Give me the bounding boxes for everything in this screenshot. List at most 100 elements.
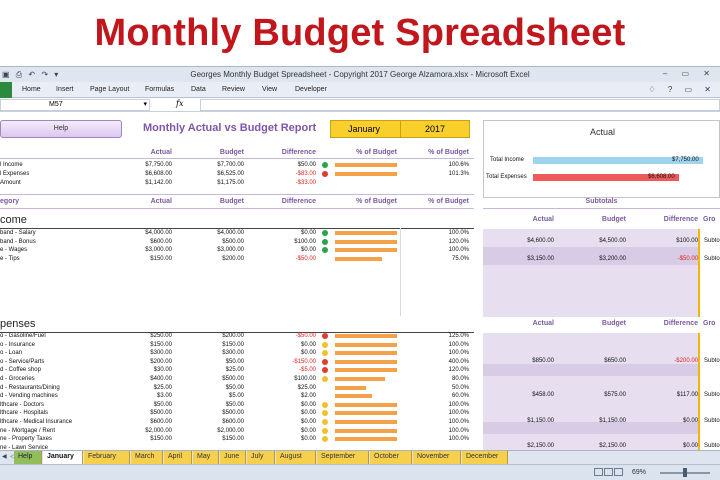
- row-label: e - Wages: [0, 247, 28, 254]
- sheet-tab-july[interactable]: July: [247, 451, 275, 464]
- view-buttons[interactable]: [594, 468, 626, 478]
- tab-home[interactable]: Home: [22, 86, 41, 93]
- month-selector[interactable]: January 2017: [330, 120, 470, 138]
- chart-label-income: Total Income: [490, 157, 525, 163]
- help-button[interactable]: Help: [0, 120, 122, 138]
- pct-bar: [335, 428, 397, 433]
- row-pct: 80.0%: [451, 376, 469, 382]
- tab-review[interactable]: Review: [222, 86, 245, 93]
- pct-bar: [335, 420, 397, 424]
- divider: [0, 228, 474, 229]
- subtotal-difference: $117.00: [676, 392, 698, 398]
- row-difference: -$150.00: [292, 358, 316, 365]
- pct-bar: [335, 256, 382, 261]
- name-box[interactable]: M57 ▾: [0, 99, 150, 111]
- status-dot: [322, 427, 328, 434]
- tab-data[interactable]: Data: [191, 86, 206, 93]
- row-actual: $150.00: [150, 255, 172, 262]
- row-difference: -$5.00: [298, 367, 316, 374]
- pct-bar: [335, 385, 366, 390]
- subtotal-label: Subto: [704, 256, 720, 262]
- divider: [0, 208, 474, 209]
- subtotal-actual: $458.00: [532, 392, 554, 398]
- row-budget: $200.00: [222, 333, 244, 339]
- sheet-tab-february[interactable]: February: [84, 451, 130, 464]
- row-label: lthcare - Doctors: [0, 401, 45, 408]
- sheet-tab-december[interactable]: December: [462, 451, 508, 464]
- file-tab[interactable]: [0, 82, 12, 98]
- summary-pct: 101.3%: [448, 171, 469, 177]
- subtotal-label: Subto: [704, 238, 720, 244]
- sheet-tab-may[interactable]: May: [193, 451, 219, 464]
- row-budget: $25.00: [225, 367, 244, 374]
- summary-header-pct2: % of Budget: [428, 149, 469, 156]
- summary-label: Amount: [0, 180, 21, 186]
- row-label: ne - Lawn Service: [0, 444, 49, 450]
- window-controls[interactable]: – ▭ ✕: [662, 69, 716, 78]
- row-pct: 100.0%: [448, 419, 469, 425]
- status-dot: [322, 230, 328, 236]
- zoom-slider-handle[interactable]: [683, 468, 687, 477]
- sheet-tabs: ◀ ◁ ▷ ▶ HelpJanuaryFebruaryMarchAprilMay…: [0, 450, 720, 464]
- row-actual: $150.00: [150, 341, 172, 348]
- subtotal-band: [483, 422, 700, 434]
- expenses-header-actual: Actual: [532, 320, 554, 327]
- pct-bar: [335, 411, 397, 416]
- ribbon-controls-icon[interactable]: ♢ ? ▭ ✕: [648, 85, 716, 94]
- tab-page-layout[interactable]: Page Layout: [90, 86, 130, 93]
- summary-actual: $6,608.00: [145, 171, 172, 177]
- summary-header-budget: Budget: [219, 149, 244, 156]
- worksheet-grid[interactable]: Help Monthly Actual vs Budget Report Jan…: [0, 112, 720, 450]
- sheet-tab-august[interactable]: August: [276, 451, 316, 464]
- function-icon[interactable]: fx: [176, 99, 184, 108]
- formula-input[interactable]: [200, 99, 720, 111]
- actual-chart-title: Actual: [589, 127, 615, 137]
- subtotal-budget: $2,150.00: [599, 443, 626, 449]
- zoom-level[interactable]: 69%: [632, 469, 647, 476]
- quick-access-toolbar[interactable]: ▣ ⎙ ↶ ↷ ▾: [2, 70, 61, 79]
- month-label: January: [348, 124, 381, 134]
- tab-insert[interactable]: Insert: [56, 86, 74, 93]
- pct-bar: [335, 394, 373, 399]
- subtotal-actual: $4,600.00: [527, 238, 554, 244]
- tab-formulas[interactable]: Formulas: [145, 86, 175, 93]
- chart-value-expenses: $6,608.00: [648, 174, 675, 180]
- subtotal-budget: $4,500.00: [599, 238, 626, 244]
- row-label: band - Bonus: [0, 238, 36, 245]
- group-border: [698, 333, 700, 450]
- tab-developer[interactable]: Developer: [295, 86, 327, 93]
- cell-reference: M57: [49, 101, 63, 108]
- sheet-tab-help[interactable]: Help: [14, 451, 42, 464]
- summary-difference: $50.00: [297, 162, 316, 168]
- sheet-tab-november[interactable]: November: [413, 451, 461, 464]
- pct-bar: [335, 231, 397, 235]
- subtotal-actual: $1,150.00: [527, 418, 554, 424]
- row-actual: $3.00: [156, 393, 172, 400]
- row-label: lthcare - Medical Insurance: [0, 419, 73, 425]
- sheet-tab-june[interactable]: June: [220, 451, 246, 464]
- subtotal-actual: $850.00: [532, 358, 554, 364]
- row-actual: $600.00: [150, 419, 172, 425]
- sheet-tab-september[interactable]: September: [317, 451, 369, 464]
- chevron-down-icon[interactable]: ▾: [143, 101, 147, 108]
- row-actual: $400.00: [150, 376, 172, 382]
- row-pct: 100.0%: [448, 410, 469, 417]
- row-pct: 60.0%: [451, 393, 469, 400]
- divider: [0, 194, 474, 195]
- row-difference: $2.00: [300, 393, 316, 400]
- sheet-tab-october[interactable]: October: [370, 451, 412, 464]
- summary-label: l Income: [0, 162, 23, 168]
- row-pct: 100.0%: [448, 427, 469, 434]
- sheet-tab-january[interactable]: January: [43, 451, 83, 464]
- sheet-tab-april[interactable]: April: [164, 451, 192, 464]
- row-budget: $2,000.00: [217, 427, 244, 434]
- tab-view[interactable]: View: [262, 86, 278, 93]
- row-pct: 120.0%: [448, 367, 469, 374]
- summary-label: l Expenses: [0, 171, 30, 177]
- row-actual: $3,000.00: [145, 247, 172, 254]
- row-difference: $0.00: [300, 341, 316, 348]
- row-difference: $0.00: [300, 427, 316, 434]
- subtotal-label: Subto: [704, 418, 720, 424]
- sheet-tab-march[interactable]: March: [131, 451, 163, 464]
- row-label: d - Groceries: [0, 376, 35, 382]
